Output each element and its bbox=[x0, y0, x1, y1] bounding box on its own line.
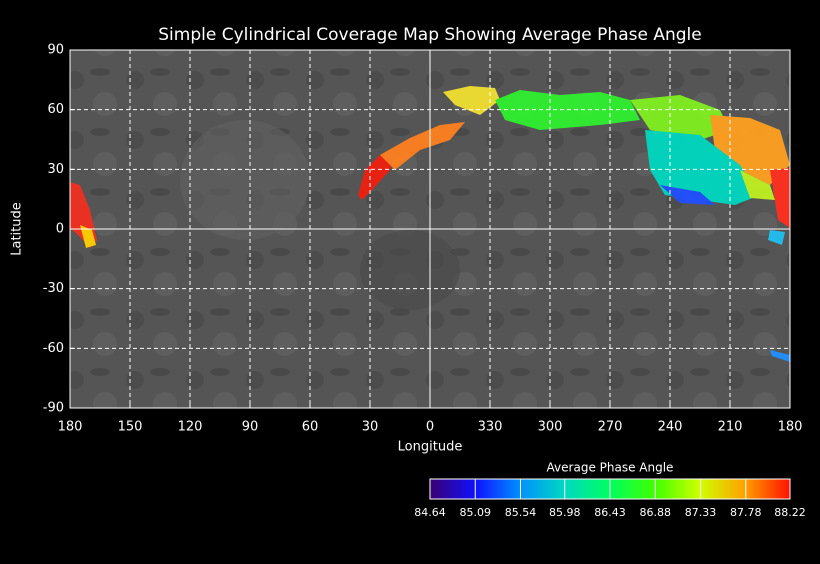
x-tick-label: 210 bbox=[718, 420, 743, 435]
x-tick-label: 330 bbox=[478, 420, 503, 435]
x-tick-label: 180 bbox=[58, 420, 83, 435]
y-tick-label: 30 bbox=[47, 162, 64, 177]
y-axis-label: Latitude bbox=[10, 202, 25, 256]
x-tick-label: 150 bbox=[118, 420, 143, 435]
x-tick-label: 30 bbox=[362, 420, 379, 435]
colorbar-tick-label: 84.64 bbox=[414, 506, 446, 519]
y-tick-label: 60 bbox=[47, 102, 64, 117]
x-tick-label: 300 bbox=[538, 420, 563, 435]
map-title: Simple Cylindrical Coverage Map Showing … bbox=[158, 25, 701, 45]
x-tick-label: 60 bbox=[302, 420, 319, 435]
x-tick-label: 180 bbox=[778, 420, 803, 435]
x-axis-label: Longitude bbox=[398, 440, 463, 455]
colorbar-tick-label: 87.78 bbox=[730, 506, 762, 519]
x-tick-label: 120 bbox=[178, 420, 203, 435]
colorbar-tick-label: 88.22 bbox=[774, 506, 806, 519]
x-tick-label: 270 bbox=[598, 420, 623, 435]
colorbar-tick-label: 85.09 bbox=[460, 506, 492, 519]
y-tick-label: -60 bbox=[43, 341, 64, 356]
colorbar-tick-label: 85.98 bbox=[549, 506, 581, 519]
y-tick-label: -30 bbox=[43, 281, 64, 296]
colorbar-title: Average Phase Angle bbox=[547, 461, 674, 475]
y-tick-label: -90 bbox=[43, 401, 64, 416]
colorbar-tick-label: 85.54 bbox=[505, 506, 537, 519]
colorbar-tick-label: 86.88 bbox=[640, 506, 672, 519]
x-tick-label: 0 bbox=[426, 420, 434, 435]
y-tick-label: 90 bbox=[47, 43, 64, 58]
colorbar-tick-label: 86.43 bbox=[594, 506, 626, 519]
colorbar-tick-label: 87.33 bbox=[685, 506, 717, 519]
y-tick-label: 0 bbox=[56, 222, 64, 237]
x-tick-label: 90 bbox=[242, 420, 259, 435]
coverage bbox=[70, 86, 790, 362]
x-tick-label: 240 bbox=[658, 420, 683, 435]
